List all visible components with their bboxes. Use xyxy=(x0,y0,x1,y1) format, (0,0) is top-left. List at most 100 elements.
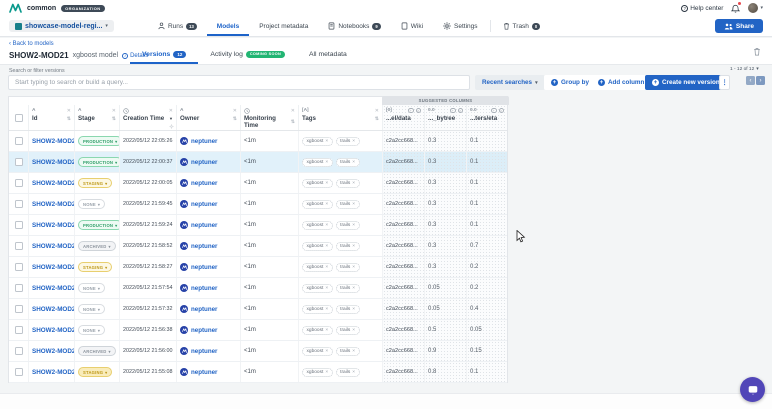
tag-chip[interactable]: xgboost × xyxy=(302,157,333,167)
sort-icon[interactable]: ⇅ xyxy=(111,115,116,122)
tag-chip[interactable]: trails × xyxy=(335,367,360,377)
version-id-link[interactable]: SHOW2-MOD21 xyxy=(32,263,75,271)
sort-desc-indicator[interactable]: ▼ xyxy=(169,116,173,121)
column-header-owner[interactable]: A ✕ Owner ⇅ xyxy=(177,105,241,130)
project-selector[interactable]: showcase-model-regi... ▾ xyxy=(9,20,114,32)
recent-searches-button[interactable]: Recent searches ▾ xyxy=(475,75,545,90)
stage-badge[interactable]: PRODUCTION ▾ xyxy=(78,136,119,146)
column-header-monitoring-time[interactable]: ✕ Monitoring Time ⇅ xyxy=(241,105,299,130)
remove-tag-icon[interactable]: × xyxy=(325,138,329,144)
column-header-stage[interactable]: A ✕ Stage ⇅ xyxy=(75,105,120,130)
row-checkbox[interactable] xyxy=(14,242,23,250)
organization-name[interactable]: common xyxy=(27,4,57,12)
tag-chip[interactable]: xgboost × xyxy=(302,262,333,272)
sort-icon[interactable]: ⇅ xyxy=(232,115,237,122)
remove-tag-icon[interactable]: × xyxy=(325,243,329,249)
version-id-link[interactable]: SHOW2-MOD21 xyxy=(32,200,75,208)
owner-link[interactable]: neptuner xyxy=(191,305,218,313)
stage-badge[interactable]: NONE ▾ xyxy=(78,304,106,314)
add-column-button[interactable]: + Add column xyxy=(591,75,652,90)
row-checkbox[interactable] xyxy=(14,158,23,166)
remove-tag-icon[interactable]: × xyxy=(352,201,356,207)
row-checkbox[interactable] xyxy=(14,284,23,292)
row-checkbox[interactable] xyxy=(14,263,23,271)
tag-chip[interactable]: trails × xyxy=(335,157,360,167)
neptune-logo-icon[interactable] xyxy=(9,3,22,13)
tag-chip[interactable]: xgboost × xyxy=(302,283,333,293)
remove-tag-icon[interactable]: × xyxy=(325,222,329,228)
tag-chip[interactable]: xgboost × xyxy=(302,367,333,377)
stage-badge[interactable]: PRODUCTION ▾ xyxy=(78,220,119,230)
pagination-info[interactable]: 1 - 12 of 12 ▾ xyxy=(730,66,759,72)
owner-link[interactable]: neptuner xyxy=(191,137,218,145)
tag-chip[interactable]: trails × xyxy=(335,325,360,335)
row-checkbox[interactable] xyxy=(14,347,23,355)
table-row[interactable]: SHOW2-MOD21 STAGING ▾ 2022/05/12 22:00:0… xyxy=(9,173,507,194)
owner-link[interactable]: neptuner xyxy=(191,221,218,229)
accept-column-icon[interactable]: + xyxy=(491,107,497,114)
sort-icon[interactable]: ⇅ xyxy=(290,119,295,125)
remove-column-icon[interactable]: ✕ xyxy=(374,107,379,114)
tag-chip[interactable]: trails × xyxy=(335,304,360,314)
owner-link[interactable]: neptuner xyxy=(191,263,218,271)
stage-badge[interactable]: NONE ▾ xyxy=(78,199,106,209)
row-checkbox[interactable] xyxy=(14,221,23,229)
tab-wiki[interactable]: Wiki xyxy=(391,16,433,36)
remove-column-icon[interactable]: ✕ xyxy=(168,107,173,114)
stage-badge[interactable]: NONE ▾ xyxy=(78,283,106,293)
column-settings-gear-icon[interactable] xyxy=(169,124,174,129)
tag-chip[interactable]: xgboost × xyxy=(302,346,333,356)
owner-link[interactable]: neptuner xyxy=(191,158,218,166)
row-checkbox[interactable] xyxy=(14,326,23,334)
version-id-link[interactable]: SHOW2-MOD21 xyxy=(32,305,75,313)
remove-tag-icon[interactable]: × xyxy=(325,369,329,375)
stage-badge[interactable]: PRODUCTION ▾ xyxy=(78,157,119,167)
more-options-button[interactable]: ⋮ xyxy=(719,75,730,90)
select-all-checkbox[interactable] xyxy=(14,113,23,122)
remove-tag-icon[interactable]: × xyxy=(352,138,356,144)
table-row[interactable]: SHOW2-MOD21 NONE ▾ 2022/05/12 21:57:32 n… xyxy=(9,299,507,320)
stage-badge[interactable]: NONE ▾ xyxy=(78,325,106,335)
tab-versions[interactable]: Versions 12 xyxy=(130,44,198,64)
details-link[interactable]: i Details xyxy=(122,52,148,59)
tag-chip[interactable]: xgboost × xyxy=(302,325,333,335)
table-row[interactable]: SHOW2-MOD21 PRODUCTION ▾ 2022/05/12 21:5… xyxy=(9,215,507,236)
previous-page-button[interactable]: ‹ xyxy=(746,76,755,85)
owner-link[interactable]: neptuner xyxy=(191,347,218,355)
remove-tag-icon[interactable]: × xyxy=(352,285,356,291)
remove-tag-icon[interactable]: × xyxy=(352,159,356,165)
remove-tag-icon[interactable]: × xyxy=(325,201,329,207)
sort-icon[interactable]: ⇅ xyxy=(66,115,71,122)
tab-runs[interactable]: Runs 13 xyxy=(148,16,207,36)
tag-chip[interactable]: xgboost × xyxy=(302,241,333,251)
create-new-version-button[interactable]: + Create new version xyxy=(645,75,727,90)
tab-models[interactable]: Models xyxy=(207,16,249,36)
remove-tag-icon[interactable]: × xyxy=(325,264,329,270)
column-header-id[interactable]: A ✕ Id ⇅ xyxy=(29,105,75,130)
tag-chip[interactable]: trails × xyxy=(335,199,360,209)
owner-link[interactable]: neptuner xyxy=(191,200,218,208)
owner-link[interactable]: neptuner xyxy=(191,326,218,334)
version-id-link[interactable]: SHOW2-MOD21 xyxy=(32,347,75,355)
next-page-button[interactable]: › xyxy=(756,76,765,85)
tag-chip[interactable]: xgboost × xyxy=(302,304,333,314)
version-id-link[interactable]: SHOW2-MOD21 xyxy=(32,137,75,145)
owner-link[interactable]: neptuner xyxy=(191,284,218,292)
tag-chip[interactable]: trails × xyxy=(335,283,360,293)
tag-chip[interactable]: trails × xyxy=(335,220,360,230)
search-input[interactable] xyxy=(8,75,470,90)
version-id-link[interactable]: SHOW2-MOD21 xyxy=(32,242,75,250)
remove-column-icon[interactable]: ✕ xyxy=(66,107,71,114)
help-center-link[interactable]: ? Help center xyxy=(681,4,723,12)
dismiss-column-icon[interactable]: × xyxy=(415,107,421,114)
accept-column-icon[interactable]: + xyxy=(450,107,456,114)
column-header-tags[interactable]: [A] ✕ Tags ⇅ xyxy=(299,105,383,130)
stage-badge[interactable]: STAGING ▾ xyxy=(78,367,113,377)
stage-badge[interactable]: ARCHIVED ▾ xyxy=(78,346,116,356)
tag-chip[interactable]: trails × xyxy=(335,136,360,146)
remove-column-icon[interactable]: ✕ xyxy=(290,107,295,114)
dismiss-column-icon[interactable]: × xyxy=(498,107,504,114)
tag-chip[interactable]: xgboost × xyxy=(302,178,333,188)
share-button[interactable]: Share xyxy=(714,19,763,33)
accept-column-icon[interactable]: + xyxy=(408,107,414,114)
